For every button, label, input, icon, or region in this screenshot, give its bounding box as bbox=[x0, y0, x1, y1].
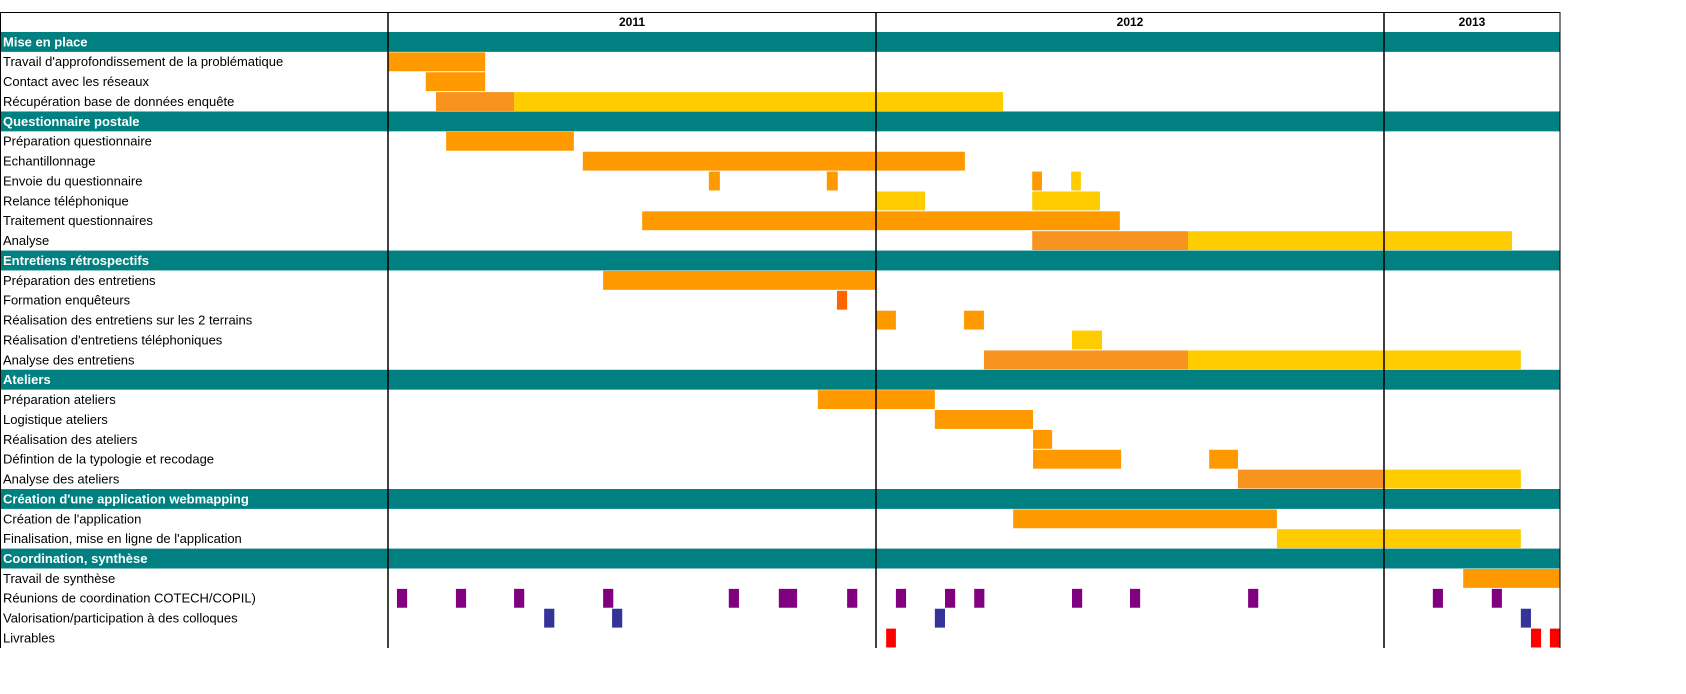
task-label: Relance téléphonique bbox=[3, 193, 129, 208]
task-bar bbox=[1130, 588, 1141, 608]
section-row bbox=[0, 489, 1560, 509]
task-bar bbox=[934, 410, 1034, 429]
task-label: Travail de synthèse bbox=[3, 571, 115, 586]
task-bar bbox=[1432, 588, 1443, 608]
section-row bbox=[0, 111, 1560, 132]
task-bar bbox=[876, 310, 896, 330]
task-bar bbox=[1187, 350, 1521, 370]
task-bar bbox=[603, 588, 614, 608]
task-label: Formation enquêteurs bbox=[3, 293, 131, 308]
task-bar bbox=[396, 588, 408, 608]
section-title: Ateliers bbox=[3, 372, 51, 387]
task-bar bbox=[1033, 449, 1122, 469]
task-bar bbox=[886, 628, 896, 648]
task-label: Livrables bbox=[3, 630, 56, 645]
header-row bbox=[0, 12, 1561, 33]
task-label: Préparation questionnaire bbox=[3, 134, 152, 149]
task-bar bbox=[895, 588, 907, 608]
task-bar bbox=[974, 588, 985, 608]
task-bar bbox=[876, 191, 926, 211]
task-bar bbox=[388, 52, 486, 72]
task-label: Envoie du questionnaire bbox=[3, 173, 143, 188]
task-bar bbox=[544, 608, 555, 628]
task-bar bbox=[1072, 588, 1083, 608]
task-bar bbox=[728, 588, 739, 608]
task-bar bbox=[1463, 568, 1560, 588]
task-bar bbox=[1549, 628, 1560, 648]
task-bar bbox=[1491, 588, 1502, 608]
section-row bbox=[0, 369, 1560, 390]
task-bar bbox=[1520, 608, 1531, 628]
task-label: Réalisation des entretiens sur les 2 ter… bbox=[3, 313, 253, 328]
task-bar bbox=[847, 588, 858, 608]
task-label: Préparation des entretiens bbox=[3, 273, 156, 288]
task-bar bbox=[983, 350, 1188, 370]
task-label: Analyse bbox=[3, 233, 49, 248]
task-bar bbox=[1013, 509, 1277, 529]
task-label: Création de l'application bbox=[3, 511, 141, 526]
task-label: Logistique ateliers bbox=[3, 412, 108, 427]
task-bar bbox=[425, 72, 486, 92]
section-row bbox=[0, 250, 1560, 271]
task-label: Analyse des entretiens bbox=[3, 352, 135, 367]
year-label: 2011 bbox=[619, 15, 645, 29]
task-bar bbox=[836, 290, 848, 310]
section-row bbox=[0, 548, 1560, 569]
task-bar bbox=[964, 310, 984, 330]
task-bar bbox=[1032, 171, 1042, 191]
task-label: Récupération base de données enquête bbox=[3, 94, 234, 109]
task-label: Valorisation/participation à des colloqu… bbox=[3, 611, 238, 626]
task-bar bbox=[514, 588, 525, 608]
task-label: Réunions de coordination COTECH/COPIL) bbox=[3, 591, 256, 606]
task-label: Contact avec les réseaux bbox=[3, 74, 149, 89]
section-title: Questionnaire postale bbox=[3, 114, 140, 129]
task-label: Analyse des ateliers bbox=[3, 472, 120, 487]
task-label: Echantillonnage bbox=[3, 154, 96, 169]
task-bar bbox=[1033, 429, 1053, 449]
task-label: Réalisation d'entretiens téléphoniques bbox=[3, 332, 223, 347]
task-bar bbox=[778, 588, 798, 608]
task-bar bbox=[934, 608, 946, 628]
task-bar bbox=[826, 171, 838, 191]
section-row bbox=[0, 32, 1560, 52]
task-bar bbox=[1237, 469, 1384, 489]
task-bar bbox=[708, 171, 720, 191]
section-title: Mise en place bbox=[3, 34, 88, 49]
task-label: Traitement questionnaires bbox=[3, 213, 153, 228]
task-bar bbox=[435, 92, 515, 111]
task-bar bbox=[612, 608, 623, 628]
task-bar bbox=[1071, 171, 1081, 191]
task-label: Finalisation, mise en ligne de l'applica… bbox=[3, 531, 242, 546]
task-bar bbox=[1032, 191, 1100, 211]
task-bar bbox=[945, 588, 956, 608]
task-label: Défintion de la typologie et recodage bbox=[3, 452, 214, 467]
section-title: Entretiens rétrospectifs bbox=[3, 253, 149, 268]
task-label: Réalisation des ateliers bbox=[3, 432, 138, 447]
task-bar bbox=[1209, 449, 1238, 469]
task-bar bbox=[582, 151, 965, 171]
task-bar bbox=[446, 131, 574, 151]
task-bar bbox=[1248, 588, 1259, 608]
task-bar bbox=[455, 588, 467, 608]
task-bar bbox=[1276, 529, 1521, 549]
section-title: Coordination, synthèse bbox=[3, 551, 147, 566]
task-label: Préparation ateliers bbox=[3, 392, 116, 407]
task-bar bbox=[1384, 469, 1521, 489]
year-label: 2013 bbox=[1459, 15, 1486, 29]
task-bar bbox=[1072, 330, 1103, 350]
task-bar bbox=[603, 270, 876, 290]
section-title: Création d'une application webmapping bbox=[3, 491, 249, 506]
task-bar bbox=[1530, 628, 1542, 648]
task-bar bbox=[1187, 231, 1513, 251]
task-bar bbox=[642, 211, 1120, 231]
year-label: 2012 bbox=[1117, 15, 1144, 29]
task-label: Travail d'approfondissement de la problé… bbox=[3, 54, 283, 69]
task-bar bbox=[1032, 231, 1188, 251]
task-bar bbox=[514, 92, 1003, 111]
